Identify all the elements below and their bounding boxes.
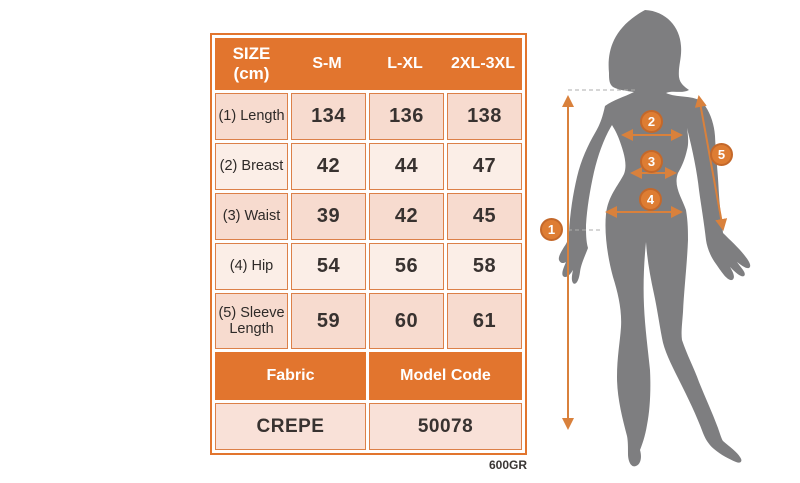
header-size-line2: (cm) xyxy=(233,64,270,83)
row-value: 39 xyxy=(291,193,366,240)
weight-note: 600GR xyxy=(488,458,527,472)
fabric-header-row: Fabric Model Code xyxy=(215,352,522,400)
sleeve-arrow xyxy=(694,95,728,231)
row-label: (2) Breast xyxy=(215,143,288,190)
size-table: SIZE (cm) S-M L-XL 2XL-3XL (1) Length 13… xyxy=(210,33,527,455)
size-table-header: SIZE (cm) S-M L-XL 2XL-3XL xyxy=(215,38,522,90)
table-row-waist: (3) Waist 39 42 45 xyxy=(215,193,522,240)
row-label: (3) Waist xyxy=(215,193,288,240)
row-value: 59 xyxy=(291,293,366,349)
row-label: (4) Hip xyxy=(215,243,288,290)
row-value: 54 xyxy=(291,243,366,290)
header-col-lxl: L-XL xyxy=(387,54,423,72)
row-value: 45 xyxy=(447,193,522,240)
row-value: 44 xyxy=(369,143,444,190)
row-value: 56 xyxy=(369,243,444,290)
row-label: (5) Sleeve Length xyxy=(215,293,288,349)
row-value: 58 xyxy=(447,243,522,290)
fabric-value: CREPE xyxy=(215,403,366,450)
row-value: 134 xyxy=(291,93,366,140)
row-value: 42 xyxy=(369,193,444,240)
row-value: 47 xyxy=(447,143,522,190)
row-value: 136 xyxy=(369,93,444,140)
female-silhouette xyxy=(558,10,751,467)
model-code-value: 50078 xyxy=(369,403,522,450)
marker-1-length: 1 xyxy=(540,218,563,241)
row-value: 60 xyxy=(369,293,444,349)
table-row-breast: (2) Breast 42 44 47 xyxy=(215,143,522,190)
table-row-sleeve-length: (5) Sleeve Length 59 60 61 xyxy=(215,293,522,349)
marker-3-waist: 3 xyxy=(640,150,663,173)
header-col-2xl3xl: 2XL-3XL xyxy=(450,54,515,72)
header-size-line1: SIZE xyxy=(232,44,271,64)
marker-4-hip: 4 xyxy=(639,188,662,211)
marker-5-sleeve: 5 xyxy=(710,143,733,166)
row-value: 61 xyxy=(447,293,522,349)
model-code-label: Model Code xyxy=(369,352,522,400)
fabric-value-row: CREPE 50078 xyxy=(215,403,522,450)
table-row-hip: (4) Hip 54 56 58 xyxy=(215,243,522,290)
marker-2-breast: 2 xyxy=(640,110,663,133)
fabric-label: Fabric xyxy=(215,352,366,400)
row-value: 42 xyxy=(291,143,366,190)
header-col-sm: S-M xyxy=(312,54,342,72)
row-label: (1) Length xyxy=(215,93,288,140)
table-row-length: (1) Length 134 136 138 xyxy=(215,93,522,140)
row-value: 138 xyxy=(447,93,522,140)
body-silhouette-diagram xyxy=(558,10,751,467)
header-size-cm: SIZE (cm) xyxy=(215,38,288,90)
